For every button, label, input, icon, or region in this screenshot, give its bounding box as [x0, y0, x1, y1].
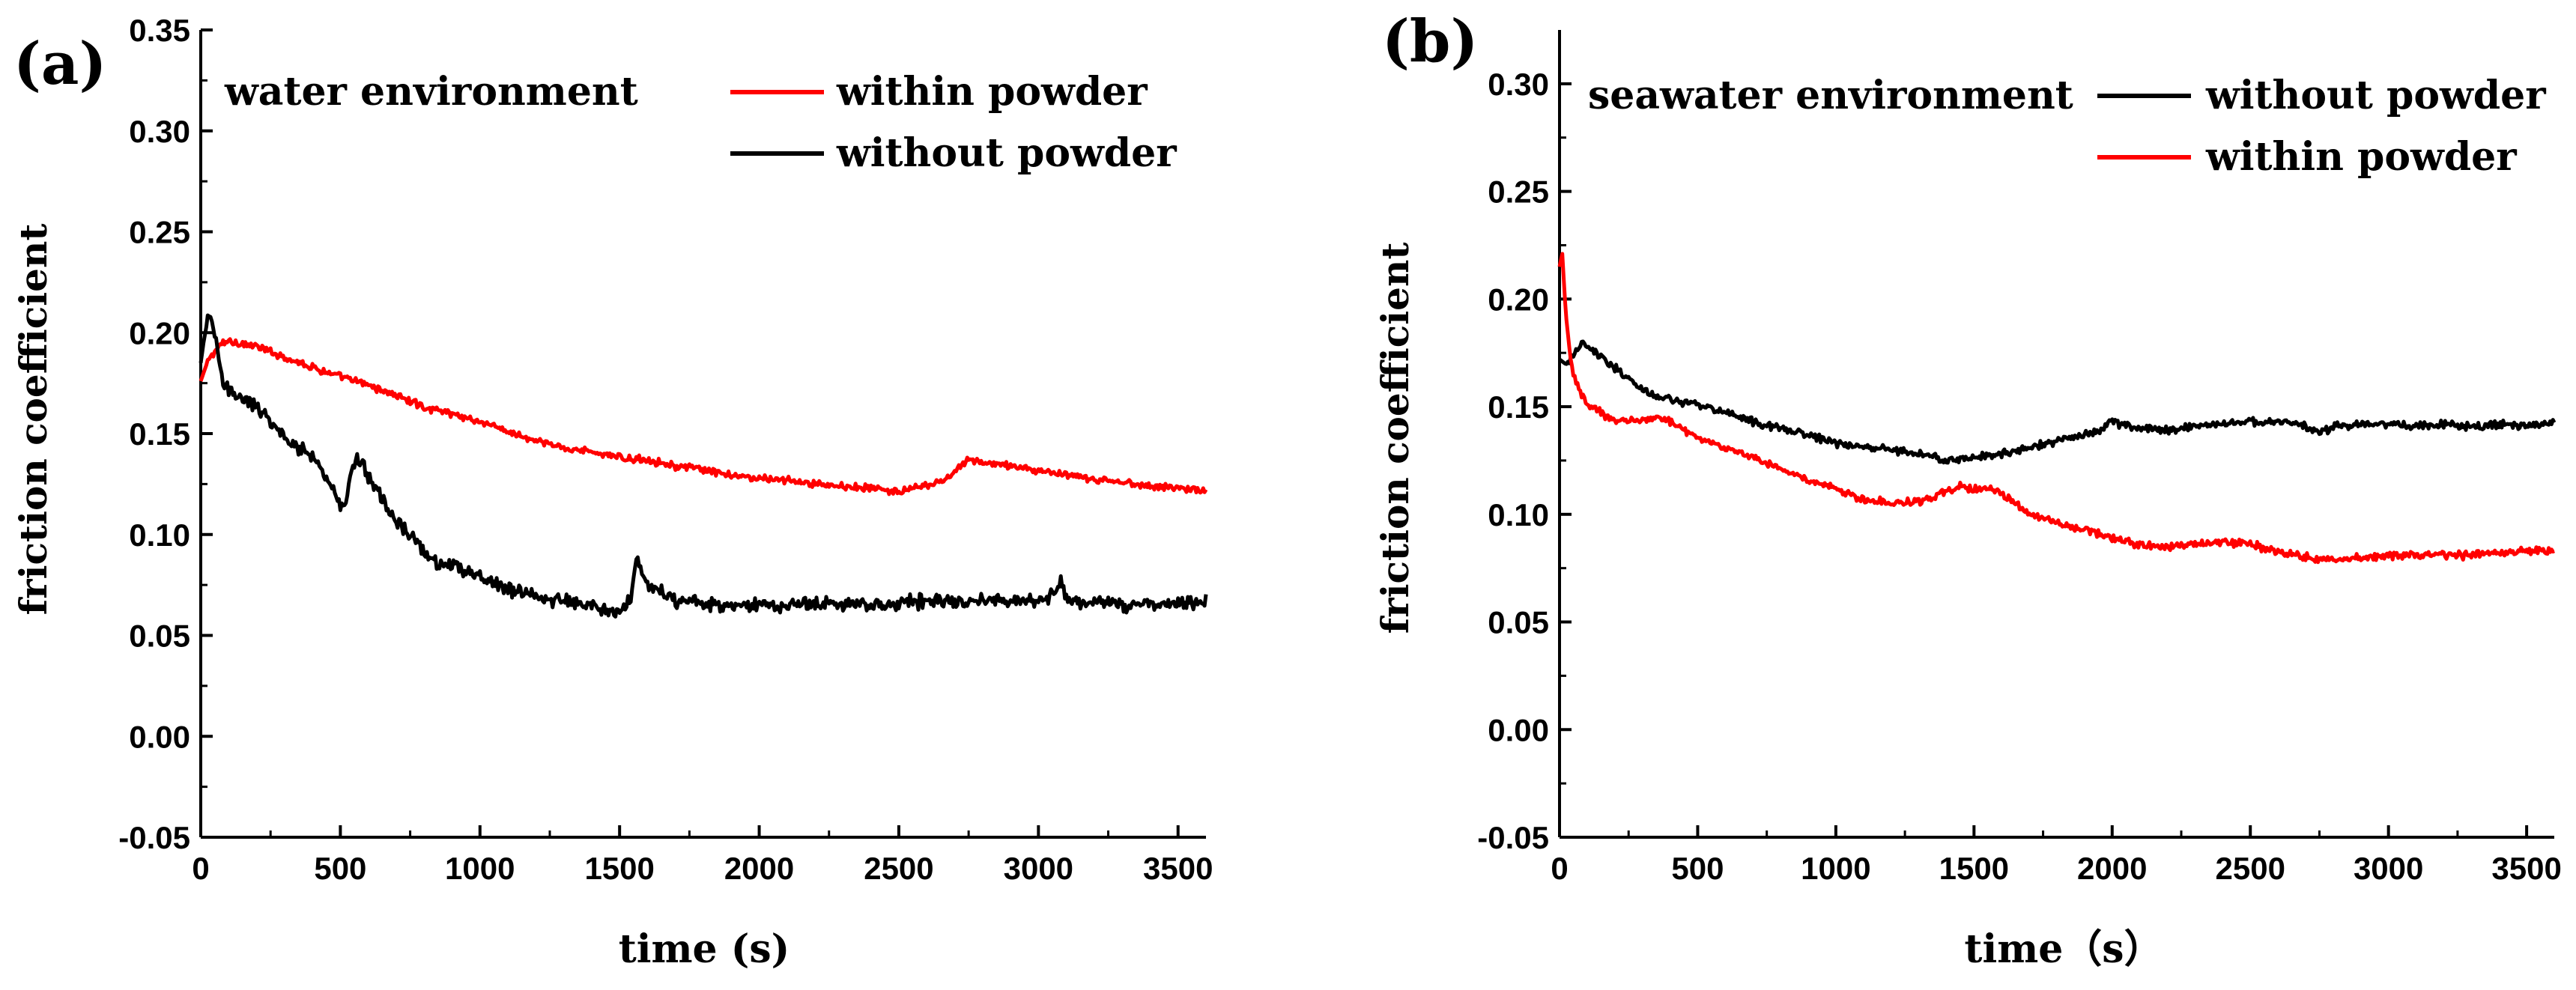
x-tick-label-b: 1500 — [1939, 851, 2009, 886]
y-tick-label-b: 0.05 — [1488, 605, 1549, 640]
x-tick-label-a: 1000 — [445, 851, 515, 886]
x-axis-label-a: time (s) — [619, 926, 790, 972]
y-tick-label-a: 0.35 — [129, 13, 190, 48]
x-tick-label-a: 3000 — [1004, 851, 1073, 886]
legend-b-label-within: within powder — [2205, 134, 2517, 180]
y-tick-label-b: 0.25 — [1488, 174, 1549, 210]
x-tick-label-b: 3500 — [2491, 851, 2561, 886]
x-tick-label-b: 2000 — [2077, 851, 2147, 886]
panel-a: (a) water environment friction coefficie… — [11, 13, 1213, 972]
x-tick-label-a: 3500 — [1143, 851, 1213, 886]
panel-a-title: water environment — [224, 69, 638, 115]
y-tick-label-b: 0.20 — [1488, 282, 1549, 317]
y-tick-label-a: 0.20 — [129, 315, 190, 350]
panel-b-title: seawater environment — [1588, 73, 2073, 118]
x-tick-label-a: 500 — [314, 851, 366, 886]
y-tick-label-a: 0.25 — [129, 215, 190, 250]
y-tick-label-b: 0.10 — [1488, 497, 1549, 532]
y-tick-label-a: -0.05 — [118, 820, 190, 855]
y-tick-label-b: 0.15 — [1488, 389, 1549, 425]
y-tick-label-b: 0.00 — [1488, 712, 1549, 747]
x-tick-label-a: 2500 — [864, 851, 933, 886]
panel-b: (b) seawater environment friction coeffi… — [1373, 7, 2562, 972]
series-a-without-powder — [198, 313, 1208, 619]
series-a-within-powder — [198, 337, 1208, 496]
panel-label-a: (a) — [13, 30, 106, 98]
x-tick-label-a: 2000 — [724, 851, 794, 886]
legend-b: without powder within powder — [2097, 73, 2546, 180]
legend-a-label-within: within powder — [836, 69, 1148, 115]
x-tick-label-b: 0 — [1551, 851, 1568, 886]
series-b-within-powder — [1557, 252, 2556, 565]
x-tick-label-b: 2500 — [2216, 851, 2285, 886]
y-tick-label-b: 0.30 — [1488, 67, 1549, 102]
y-tick-label-a: 0.05 — [129, 619, 190, 654]
x-axis-label-b: time（s） — [1964, 926, 2163, 972]
x-tick-label-a: 1500 — [584, 851, 654, 886]
y-axis-label-a: friction coefficient — [11, 224, 55, 616]
x-tick-label-a: 0 — [192, 851, 209, 886]
legend-b-label-without: without powder — [2205, 73, 2546, 118]
y-tick-label-a: 0.15 — [129, 416, 190, 452]
y-tick-label-b: -0.05 — [1477, 820, 1549, 855]
y-tick-label-a: 0.30 — [129, 114, 190, 149]
x-tick-label-b: 3000 — [2354, 851, 2423, 886]
legend-a-label-without: without powder — [836, 130, 1177, 176]
panel-label-b: (b) — [1382, 7, 1478, 76]
y-axis-label-b: friction coefficient — [1373, 243, 1417, 634]
y-tick-label-a: 0.10 — [129, 517, 190, 553]
x-tick-label-b: 500 — [1671, 851, 1724, 886]
legend-a: within powder without powder — [730, 69, 1177, 176]
y-tick-label-a: 0.00 — [129, 719, 190, 754]
x-tick-label-b: 1000 — [1801, 851, 1870, 886]
series-b-without-powder — [1558, 339, 2557, 465]
